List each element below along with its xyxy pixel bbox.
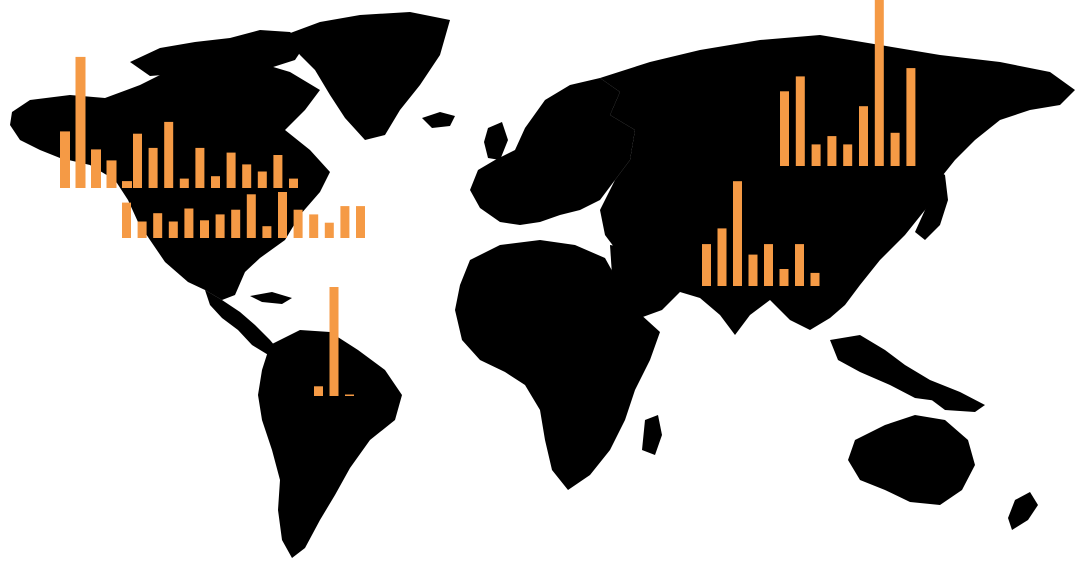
bar-united-states-12 — [293, 209, 303, 238]
bar-canada-2 — [148, 147, 158, 188]
landmass-central-america — [205, 290, 280, 356]
bar-united-states-6 — [200, 220, 209, 238]
bar-alaska-1 — [60, 131, 70, 188]
bar-united-states-10 — [262, 226, 272, 238]
bar-alaska-3 — [91, 149, 101, 188]
bar-chart-south-asia — [702, 181, 820, 286]
bar-canada-3 — [164, 121, 174, 188]
landmass-caribbean — [250, 292, 292, 304]
bar-south-asia-8 — [810, 272, 820, 286]
bar-united-states-13 — [309, 214, 319, 238]
bar-united-states-7 — [215, 214, 225, 238]
bar-south-america-2 — [329, 287, 339, 396]
bar-south-asia-6 — [779, 269, 789, 286]
bar-siberia-3 — [811, 144, 821, 166]
regional-bar-charts — [60, 0, 916, 396]
bar-united-states-11 — [278, 192, 287, 238]
bar-south-asia-5 — [764, 244, 773, 286]
bar-united-states-4 — [168, 221, 178, 238]
bar-chart-south-america — [314, 287, 354, 396]
bar-canada-9 — [257, 171, 267, 188]
bar-canada-5 — [195, 147, 205, 188]
bar-alaska-4 — [106, 160, 117, 188]
landmass-southeast-asia-islands — [830, 335, 960, 402]
bar-south-asia-1 — [702, 244, 711, 286]
bar-canada-7 — [226, 152, 236, 188]
bar-south-america-1 — [314, 386, 323, 396]
landmass-europe — [470, 78, 635, 225]
landmass-new-guinea — [925, 392, 985, 412]
landmass-new-zealand — [1008, 492, 1038, 530]
landmass-iceland — [422, 112, 455, 128]
landmass-australia — [848, 415, 975, 505]
bar-south-asia-7 — [795, 244, 804, 286]
landmass-madagascar — [642, 415, 662, 455]
bar-alaska-2 — [75, 56, 86, 189]
bar-chart-siberia — [780, 0, 916, 166]
bar-chart-canada — [133, 121, 298, 188]
bar-siberia-4 — [827, 136, 837, 166]
bar-united-states-15 — [340, 206, 350, 238]
landmass-british-isles — [484, 122, 508, 160]
landmass-greenland — [285, 12, 450, 140]
bar-united-states-2 — [137, 221, 147, 238]
landmass-arctic-islands — [130, 30, 305, 76]
bar-united-states-5 — [184, 208, 194, 238]
bar-siberia-5 — [843, 144, 853, 166]
bar-united-states-8 — [231, 209, 241, 238]
bar-alaska-5 — [122, 181, 132, 188]
bar-south-asia-4 — [748, 254, 758, 286]
bar-united-states-14 — [324, 222, 334, 238]
bar-canada-10 — [273, 155, 283, 188]
bar-canada-4 — [179, 178, 189, 188]
landmass-africa — [455, 240, 660, 490]
bar-united-states-9 — [246, 194, 256, 238]
bar-south-america-3 — [345, 394, 354, 396]
bar-canada-1 — [133, 133, 142, 188]
bar-siberia-6 — [859, 106, 868, 166]
bar-united-states-3 — [153, 213, 163, 238]
bar-chart-alaska — [60, 56, 132, 189]
bar-south-asia-3 — [733, 181, 742, 286]
bar-chart-united-states — [122, 192, 365, 238]
bar-siberia-7 — [874, 0, 884, 166]
bar-siberia-8 — [890, 132, 900, 166]
bar-canada-6 — [211, 176, 220, 188]
bar-united-states-1 — [122, 202, 131, 238]
landmass-south-america — [258, 330, 402, 558]
bar-siberia-9 — [906, 68, 916, 166]
bar-south-asia-2 — [717, 228, 727, 286]
landmass-japan — [915, 165, 948, 240]
bar-united-states-16 — [356, 206, 365, 238]
bar-siberia-1 — [780, 91, 789, 166]
bar-canada-8 — [242, 164, 252, 188]
bar-siberia-2 — [795, 76, 805, 166]
bar-canada-11 — [289, 178, 298, 188]
